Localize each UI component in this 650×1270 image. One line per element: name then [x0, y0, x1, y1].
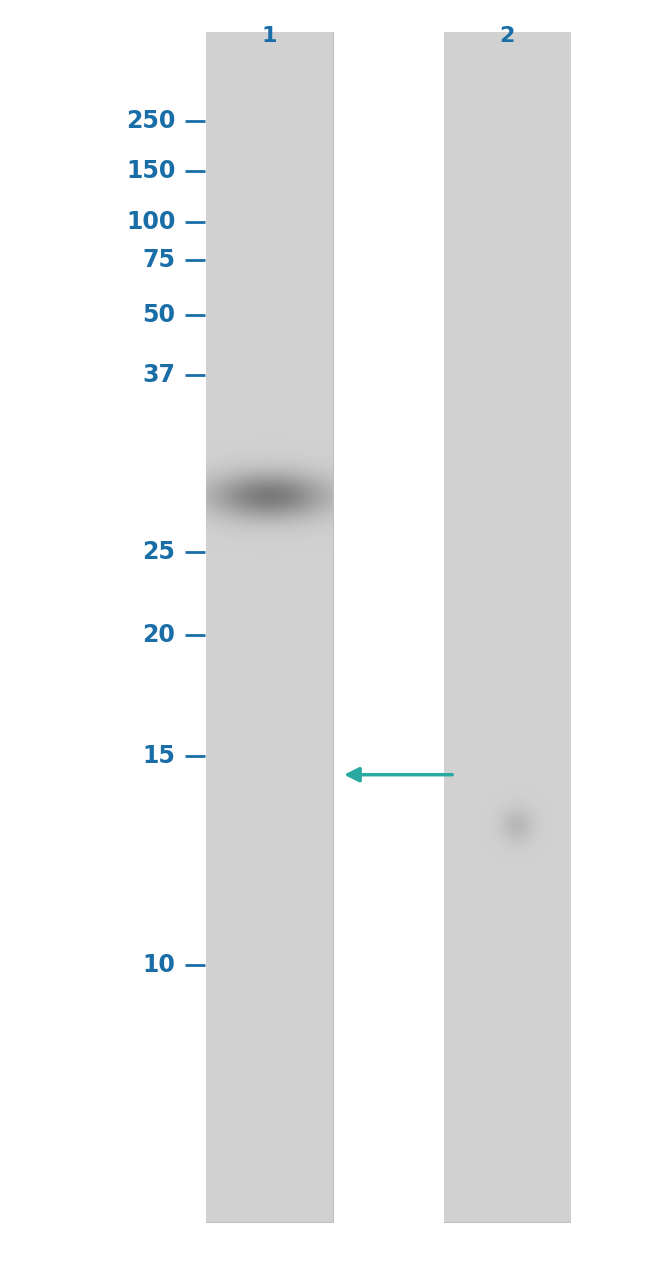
- Text: 50: 50: [142, 304, 176, 326]
- Text: 250: 250: [126, 109, 176, 132]
- Text: 1: 1: [262, 25, 278, 46]
- Text: 25: 25: [142, 541, 176, 564]
- Bar: [207, 32, 333, 1222]
- Text: 20: 20: [142, 624, 176, 646]
- Text: 37: 37: [142, 363, 176, 386]
- Text: 100: 100: [126, 211, 176, 234]
- Text: 15: 15: [142, 744, 176, 767]
- Text: 150: 150: [126, 160, 176, 183]
- Text: 75: 75: [142, 249, 176, 272]
- Text: 10: 10: [142, 954, 176, 977]
- Bar: [443, 32, 571, 1222]
- Text: 2: 2: [499, 25, 515, 46]
